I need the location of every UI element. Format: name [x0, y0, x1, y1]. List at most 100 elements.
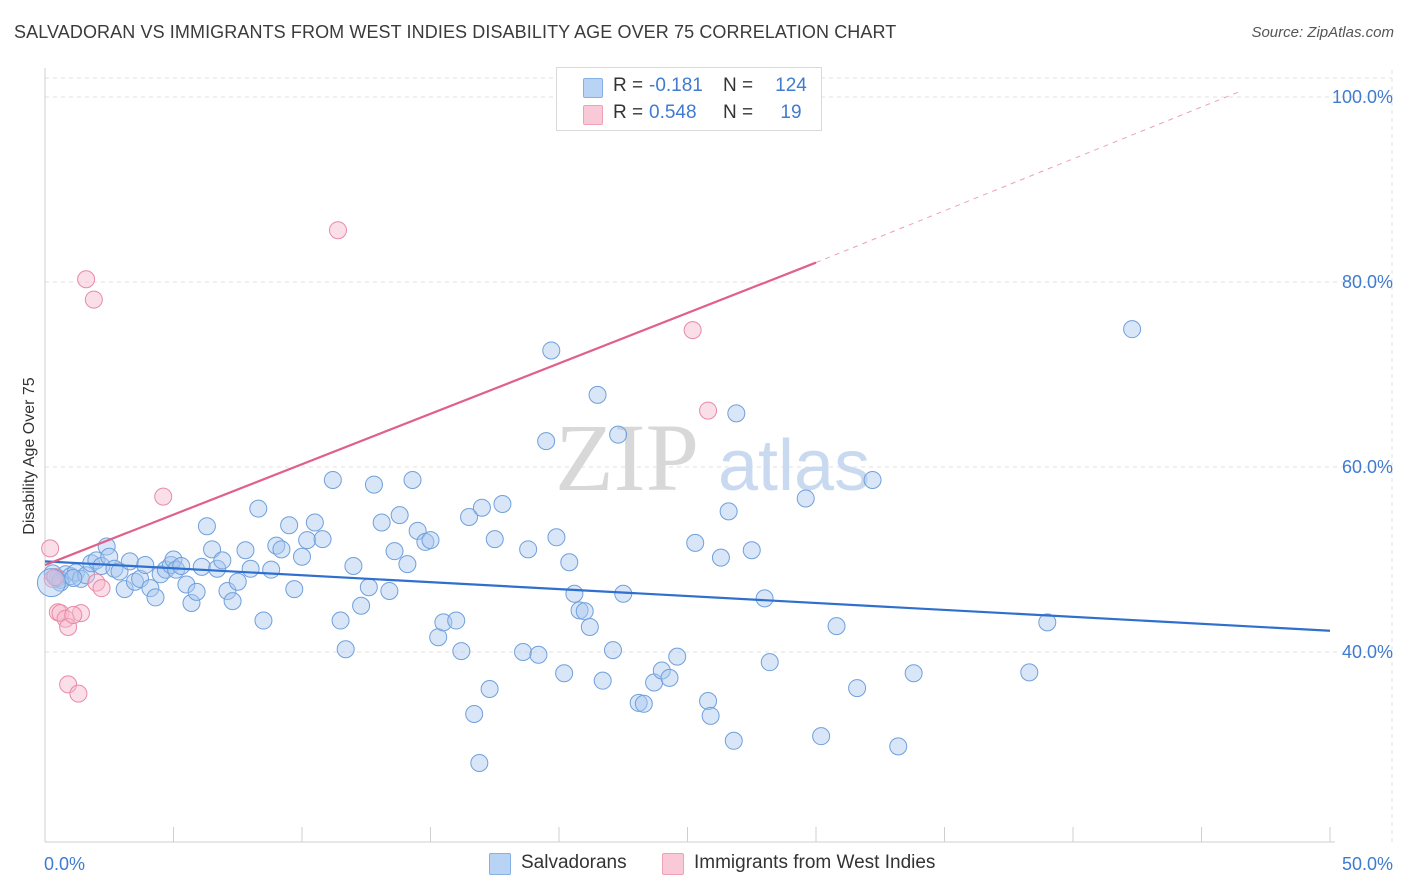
data-point: [580, 618, 599, 637]
data-point: [480, 680, 499, 698]
data-point: [236, 541, 255, 560]
legend-r-label: R =: [613, 75, 644, 96]
data-point: [390, 506, 409, 525]
trend-lines: [44, 90, 1331, 632]
data-point: [472, 498, 491, 517]
data-point: [125, 572, 144, 591]
correlation-legend: R = -0.181 N = 124 R = 0.548 N = 19: [556, 67, 822, 131]
data-point: [285, 580, 304, 599]
data-point: [529, 645, 548, 664]
data-point: [385, 542, 404, 561]
data-point: [43, 569, 62, 588]
data-point: [588, 385, 607, 404]
data-point: [560, 553, 579, 572]
data-point: [305, 513, 324, 532]
data-point: [575, 602, 594, 621]
data-point: [344, 556, 363, 575]
legend-swatch-salvadorans: [583, 78, 603, 98]
watermark: ZIP atlas: [555, 404, 870, 511]
data-point: [493, 495, 512, 513]
data-point: [447, 611, 466, 630]
data-point: [565, 584, 584, 603]
data-point: [683, 321, 702, 340]
bottom-legend-swatch-salvadorans: [489, 853, 511, 875]
data-point: [323, 470, 342, 489]
data-point: [262, 560, 281, 579]
data-point: [223, 592, 242, 611]
data-point: [403, 470, 422, 489]
y-tick-label: 60.0%: [1342, 457, 1393, 477]
y-tick-label: 80.0%: [1342, 272, 1393, 292]
data-point: [352, 596, 371, 615]
source-label: Source: ZipAtlas.com: [1251, 24, 1394, 41]
data-point: [629, 693, 648, 712]
data-point: [61, 567, 80, 586]
data-points: [36, 221, 1142, 772]
data-point: [218, 581, 237, 600]
data-point: [760, 653, 779, 672]
data-point: [254, 611, 273, 630]
legend-r-label: R =: [613, 102, 644, 123]
data-point: [570, 601, 589, 620]
data-point: [421, 531, 440, 550]
data-point: [41, 539, 60, 558]
watermark-atlas: atlas: [718, 426, 870, 506]
y-tick-label: 40.0%: [1342, 642, 1393, 662]
grid-lines: [45, 70, 1393, 842]
data-point: [364, 475, 383, 494]
data-point: [652, 661, 671, 680]
west-indies-trend-line: [44, 261, 817, 567]
salvadorans-trend-line: [44, 560, 1331, 632]
legend-n-value: 19: [780, 102, 802, 123]
data-point: [359, 578, 378, 597]
data-point: [470, 754, 489, 772]
y-tick-label: 100.0%: [1332, 87, 1393, 107]
data-point: [542, 341, 561, 360]
data-point: [863, 470, 882, 489]
data-point: [724, 731, 743, 750]
data-point: [87, 573, 106, 592]
data-point: [1038, 613, 1057, 632]
data-point: [77, 270, 96, 289]
data-point: [213, 551, 232, 570]
data-point: [172, 556, 191, 575]
data-point: [293, 547, 311, 566]
data-point: [154, 487, 173, 506]
x-tick-label: 50.0%: [1342, 854, 1393, 874]
data-point: [64, 606, 83, 624]
data-point: [84, 290, 103, 309]
data-point: [328, 221, 347, 240]
bottom-legend-label-west-indies: Immigrants from West Indies: [694, 852, 936, 873]
bottom-legend-swatch-west-indies: [662, 853, 684, 875]
data-point: [187, 582, 206, 601]
data-point: [313, 530, 332, 549]
y-axis-label: Disability Age Over 75: [21, 377, 38, 535]
data-point: [452, 642, 471, 661]
bottom-legend-label-salvadorans: Salvadorans: [521, 852, 627, 873]
data-point: [889, 737, 908, 756]
data-point: [272, 540, 291, 559]
data-point: [460, 507, 479, 526]
data-point: [331, 611, 350, 630]
data-point: [398, 555, 417, 574]
west-indies-points: [41, 221, 718, 703]
data-point: [192, 557, 211, 576]
data-point: [336, 640, 355, 659]
data-point: [298, 531, 317, 550]
data-point: [1123, 320, 1142, 339]
legend-n-label: N =: [723, 75, 754, 96]
data-point: [177, 575, 196, 594]
legend-n-value: 124: [775, 75, 807, 96]
chart-title: SALVADORAN VS IMMIGRANTS FROM WEST INDIE…: [14, 22, 897, 42]
data-point: [593, 671, 612, 690]
legend-swatch-west-indies: [583, 105, 603, 125]
legend-r-value: 0.548: [649, 102, 697, 123]
data-point: [848, 679, 867, 698]
data-point: [609, 425, 628, 444]
data-point: [203, 540, 222, 559]
data-point: [660, 668, 679, 687]
data-point: [701, 706, 720, 725]
data-point: [146, 588, 165, 607]
data-point: [241, 559, 260, 578]
data-point: [603, 641, 622, 660]
